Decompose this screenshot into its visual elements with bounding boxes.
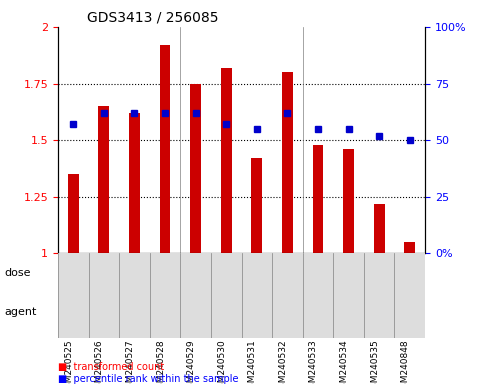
Bar: [252, 158, 262, 253]
Bar: [221, 68, 231, 253]
FancyBboxPatch shape: [180, 294, 425, 329]
Text: 0 um/L: 0 um/L: [100, 268, 139, 278]
Bar: [313, 145, 323, 253]
Text: dose: dose: [5, 268, 31, 278]
Text: agent: agent: [5, 306, 37, 317]
Bar: [160, 45, 170, 253]
FancyBboxPatch shape: [303, 255, 425, 290]
Text: homocysteine: homocysteine: [264, 306, 342, 317]
Bar: [374, 204, 384, 253]
Text: ■  transformed count: ■ transformed count: [58, 362, 164, 372]
Bar: [404, 242, 415, 253]
FancyBboxPatch shape: [58, 294, 180, 329]
Text: ■  percentile rank within the sample: ■ percentile rank within the sample: [58, 374, 239, 384]
Text: control: control: [100, 306, 139, 317]
FancyBboxPatch shape: [180, 255, 303, 290]
Text: 10 um/L: 10 um/L: [219, 268, 264, 278]
FancyBboxPatch shape: [58, 255, 180, 290]
Bar: [343, 149, 354, 253]
Text: GDS3413 / 256085: GDS3413 / 256085: [87, 10, 219, 24]
Text: 100 um/L: 100 um/L: [338, 268, 390, 278]
Bar: [190, 83, 201, 253]
Bar: [282, 72, 293, 253]
Bar: [68, 174, 79, 253]
Bar: [129, 113, 140, 253]
Bar: [99, 106, 109, 253]
